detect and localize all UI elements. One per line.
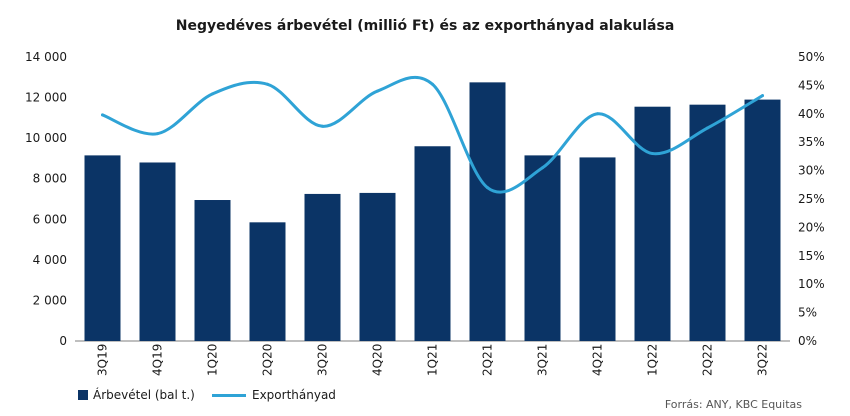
line-point xyxy=(596,112,599,116)
y-right-tick-label: 10% xyxy=(798,277,825,291)
bar xyxy=(689,104,726,342)
x-tick-label: 1Q20 xyxy=(206,344,220,376)
bar xyxy=(359,192,396,341)
bar xyxy=(524,155,561,341)
legend-item-revenue: Árbevétel (bal t.) xyxy=(78,388,195,402)
bar xyxy=(249,222,286,341)
y-left-tick-label: 4 000 xyxy=(33,253,67,267)
line-point xyxy=(651,152,654,156)
x-tick-label: 4Q20 xyxy=(371,344,385,376)
legend-swatch-line xyxy=(212,393,246,397)
line-point xyxy=(321,124,324,128)
bar xyxy=(579,157,616,341)
y-left-tick-label: 12 000 xyxy=(25,91,67,105)
y-right-tick-label: 30% xyxy=(798,164,825,178)
legend-label-export: Exporthányad xyxy=(252,388,336,402)
chart-title: Negyedéves árbevétel (millió Ft) és az e… xyxy=(175,18,675,34)
y-left-tick-label: 10 000 xyxy=(25,131,67,145)
bar xyxy=(634,106,671,341)
x-tick-label: 1Q21 xyxy=(426,344,440,376)
y-left-tick-label: 6 000 xyxy=(33,212,67,226)
bar xyxy=(139,162,176,341)
bar xyxy=(194,200,231,341)
x-tick-label: 4Q21 xyxy=(591,344,605,376)
y-right-tick-label: 35% xyxy=(798,135,825,149)
y-left-tick-label: 8 000 xyxy=(33,172,67,186)
x-tick-label: 1Q22 xyxy=(646,344,660,376)
line-point xyxy=(761,94,764,98)
legend-item-export: Exporthányad xyxy=(212,388,336,402)
y-left-tick-label: 0 xyxy=(59,334,67,348)
bar xyxy=(744,99,781,341)
x-tick-label: 3Q22 xyxy=(756,344,770,376)
y-right-tick-label: 45% xyxy=(798,78,825,92)
line-point xyxy=(431,82,434,86)
source-note: Forrás: ANY, KBC Equitas xyxy=(664,398,802,411)
bar xyxy=(84,155,121,341)
line-point xyxy=(706,126,709,130)
x-tick-label: 2Q20 xyxy=(261,344,275,376)
x-tick-label: 3Q20 xyxy=(316,344,330,376)
y-right-tick-label: 50% xyxy=(798,50,825,64)
y-right-tick-label: 40% xyxy=(798,107,825,121)
line-point xyxy=(101,113,104,117)
legend-label-revenue: Árbevétel (bal t.) xyxy=(93,388,195,402)
y-right-tick-label: 20% xyxy=(798,220,825,234)
line-point xyxy=(266,82,269,86)
x-tick-label: 2Q22 xyxy=(701,344,715,376)
y-left-tick-label: 14 000 xyxy=(25,50,67,64)
line-point xyxy=(156,132,159,136)
x-tick-label: 3Q21 xyxy=(536,344,550,376)
bar xyxy=(304,193,341,341)
x-tick-label: 2Q21 xyxy=(481,344,495,376)
y-left-tick-label: 2 000 xyxy=(33,293,67,307)
x-tick-label: 4Q19 xyxy=(151,344,165,376)
line-point xyxy=(541,166,544,170)
y-right-tick-label: 25% xyxy=(798,192,825,206)
x-tick-label: 3Q19 xyxy=(96,344,110,376)
bar xyxy=(414,146,451,341)
y-right-tick-label: 15% xyxy=(798,249,825,263)
line-point xyxy=(486,186,489,190)
y-right-tick-label: 5% xyxy=(798,306,817,320)
legend-swatch-bar xyxy=(78,390,88,400)
bar xyxy=(469,82,506,341)
line-point xyxy=(211,92,214,96)
line-point xyxy=(376,89,379,93)
y-right-tick-label: 0% xyxy=(798,334,817,348)
